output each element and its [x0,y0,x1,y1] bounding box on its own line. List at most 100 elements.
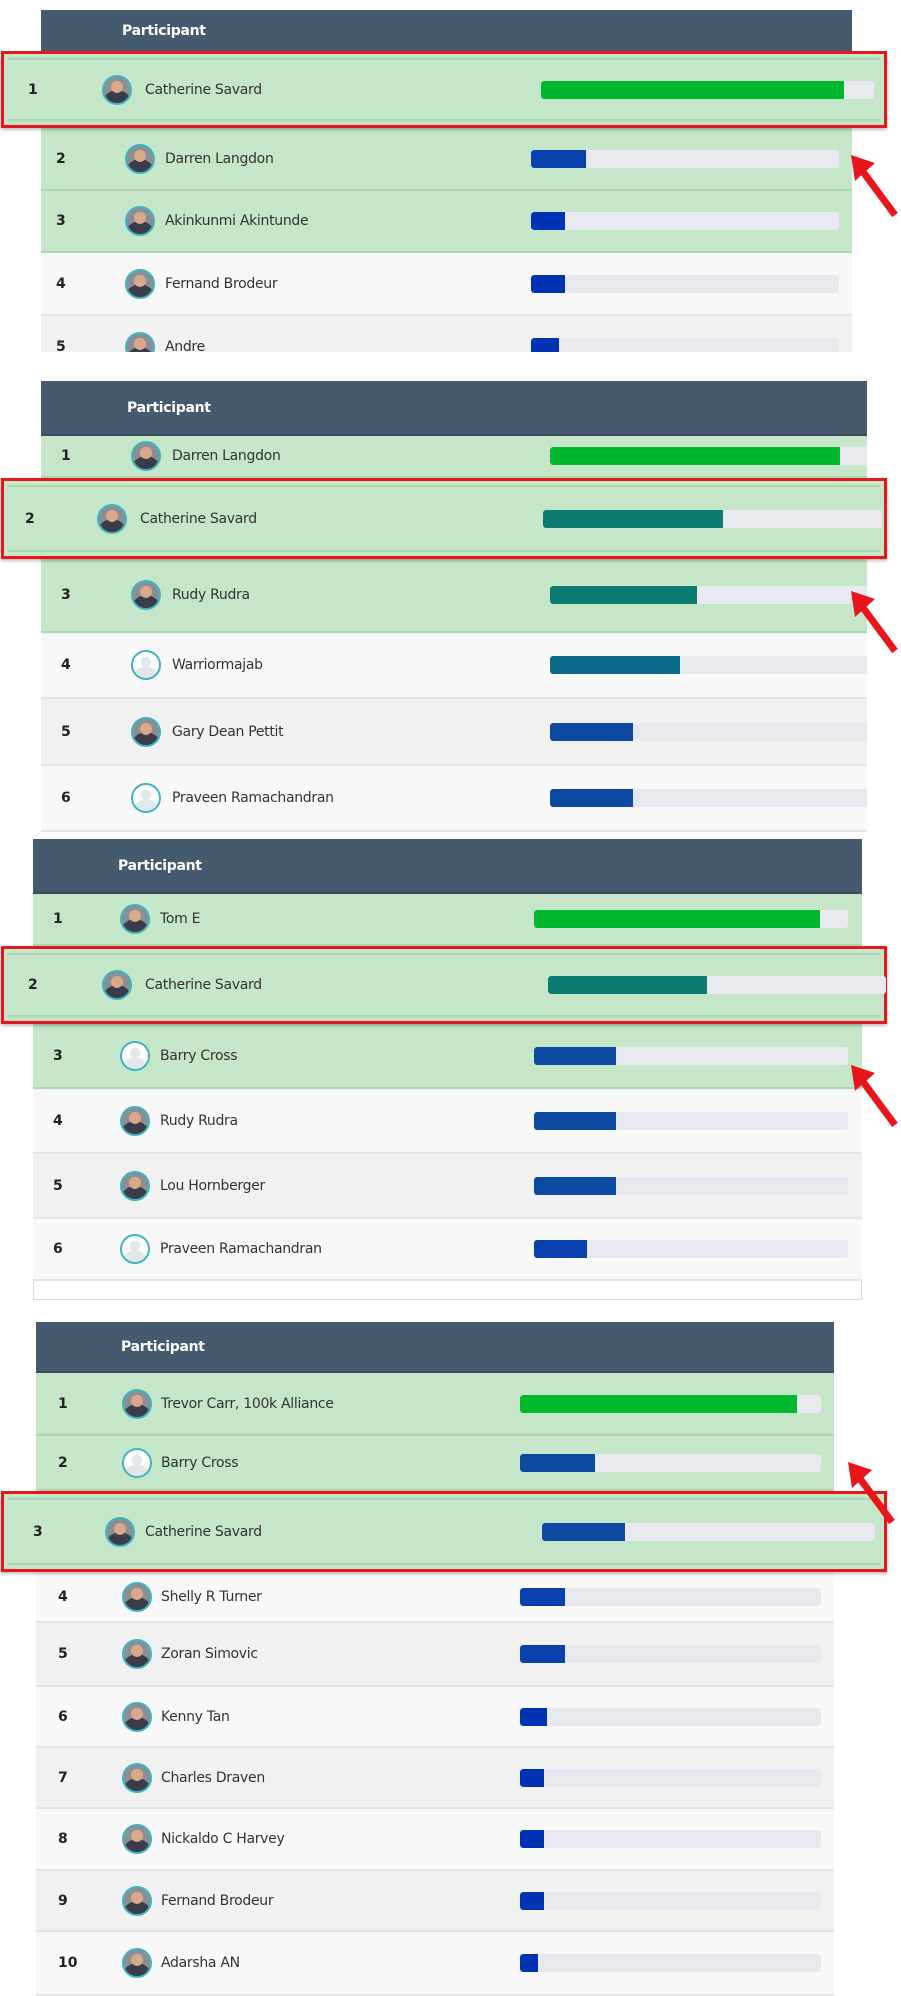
participant-name[interactable]: Catherine Savard [140,510,257,527]
progress-bar [534,1046,848,1065]
progress-fill [550,722,634,741]
participant-name[interactable]: Andre [165,339,205,352]
table-row[interactable]: 8 Nickaldo C Harvey [36,1809,834,1871]
progress-fill [550,656,680,674]
progress-fill [542,1522,626,1541]
progress-bar [520,1768,821,1787]
table-row[interactable]: 3 Barry Cross [33,1024,862,1089]
table-row[interactable]: 5 Gary Dean Pettit [41,699,867,766]
table-header: Participant [33,839,862,894]
participant-name[interactable]: Fernand Brodeur [161,1892,274,1909]
progress-bar [520,1587,821,1606]
progress-fill [520,1394,797,1413]
rank-number: 3 [33,1523,43,1540]
table-row[interactable]: 9 Fernand Brodeur [36,1871,834,1932]
rank-number: 3 [56,213,66,229]
participant-name[interactable]: Zoran Simovic [161,1646,258,1662]
progress-fill [531,212,565,230]
participant-name[interactable]: Trevor Carr, 100k Alliance [161,1395,334,1412]
progress-fill [543,509,723,528]
table-row[interactable]: 6 Praveen Ramachandran [41,766,867,832]
avatar [125,268,155,299]
progress-fill [531,274,565,293]
participant-name[interactable]: Gary Dean Pettit [172,723,284,740]
rank-number: 5 [61,723,71,740]
table-row[interactable]: 1 Trevor Carr, 100k Alliance [36,1373,834,1436]
column-header-participant: Participant [121,1338,205,1355]
highlighted-row-current-user[interactable]: 1 Catherine Savard [1,51,887,128]
progress-bar [520,1830,821,1848]
participant-name[interactable]: Warriormajab [172,657,263,673]
table-row[interactable]: 5 Andre [41,316,852,352]
table-row[interactable]: 1 Tom E [33,894,862,946]
progress-bar [520,1891,821,1910]
highlighted-row-current-user[interactable]: 2 Catherine Savard [1,478,887,559]
avatar [122,1824,152,1854]
progress-bar [520,1453,821,1472]
table-header: Participant [36,1322,834,1373]
table-row[interactable]: 5 Zoran Simovic [36,1623,834,1687]
table-row[interactable]: 10 Adarsha AN [36,1932,834,1996]
progress-fill [550,586,697,604]
leaderboard-panel: Participant 1 Tom E 3 Barry Cross 4 Rudy Rudra… [33,839,862,1281]
participant-name[interactable]: Tom E [160,911,201,927]
highlighted-row-current-user[interactable]: 2 Catherine Savard [1,946,887,1024]
progress-bar [534,1176,848,1195]
participant-name[interactable]: Adarsha AN [161,1955,240,1971]
progress-fill [520,1891,545,1910]
table-row[interactable]: 4 Warriormajab [41,633,867,699]
progress-bar [531,212,839,230]
rank-number: 4 [61,657,71,673]
rank-number: 2 [28,977,38,993]
participant-name[interactable]: Catherine Savard [145,977,262,993]
table-row[interactable]: 3 Akinkunmi Akintunde [41,191,852,253]
participant-name[interactable]: Fernand Brodeur [165,275,278,292]
participant-name[interactable]: Akinkunmi Akintunde [165,213,309,229]
participant-name[interactable]: Rudy Rudra [160,1112,238,1129]
participant-name[interactable]: Barry Cross [160,1047,238,1064]
table-row[interactable]: 3 Rudy Rudra [41,559,867,633]
table-row[interactable]: 1 Darren Langdon [41,436,867,478]
avatar [122,1388,152,1419]
participant-name[interactable]: Barry Cross [161,1454,239,1471]
progress-fill [550,789,634,807]
table-row[interactable]: 6 Kenny Tan [36,1687,834,1748]
progress-bar [548,976,886,994]
progress-bar [550,722,867,741]
avatar [102,74,132,105]
avatar [102,970,132,1000]
progress-fill [550,447,840,465]
table-row[interactable]: 7 Charles Draven [36,1748,834,1809]
participant-name[interactable]: Shelly R Turner [161,1588,262,1605]
table-row[interactable]: 2 Barry Cross [36,1436,834,1491]
rank-number: 1 [58,1395,68,1412]
table-row[interactable]: 4 Fernand Brodeur [41,253,852,316]
rank-number: 6 [61,790,71,806]
table-row[interactable]: 6 Praveen Ramachandran [33,1219,862,1281]
red-arrow-icon [851,1065,898,1128]
highlighted-row-current-user[interactable]: 3 Catherine Savard [1,1491,887,1572]
participant-name[interactable]: Lou Hornberger [160,1177,265,1194]
progress-fill [520,1453,596,1472]
table-row[interactable]: 4 Shelly R Turner [36,1572,834,1623]
progress-fill [520,1830,545,1848]
column-header-participant: Participant [122,22,206,39]
participant-name[interactable]: Praveen Ramachandran [160,1241,322,1257]
avatar [125,143,155,174]
avatar [120,1105,150,1136]
rank-number: 3 [53,1047,63,1064]
participant-name[interactable]: Charles Draven [161,1769,265,1786]
rank-number: 4 [58,1588,68,1605]
participant-name[interactable]: Nickaldo C Harvey [161,1831,285,1847]
table-row[interactable]: 2 Darren Langdon [41,128,852,191]
participant-name[interactable]: Kenny Tan [161,1708,230,1725]
participant-name[interactable]: Rudy Rudra [172,587,250,603]
table-row[interactable]: 4 Rudy Rudra [33,1089,862,1154]
table-row[interactable]: 5 Lou Hornberger [33,1154,862,1219]
participant-name[interactable]: Darren Langdon [165,150,274,167]
progress-fill [520,1954,539,1972]
participant-name[interactable]: Darren Langdon [172,448,281,464]
participant-name[interactable]: Catherine Savard [145,81,262,98]
participant-name[interactable]: Catherine Savard [145,1523,262,1540]
participant-name[interactable]: Praveen Ramachandran [172,790,334,806]
